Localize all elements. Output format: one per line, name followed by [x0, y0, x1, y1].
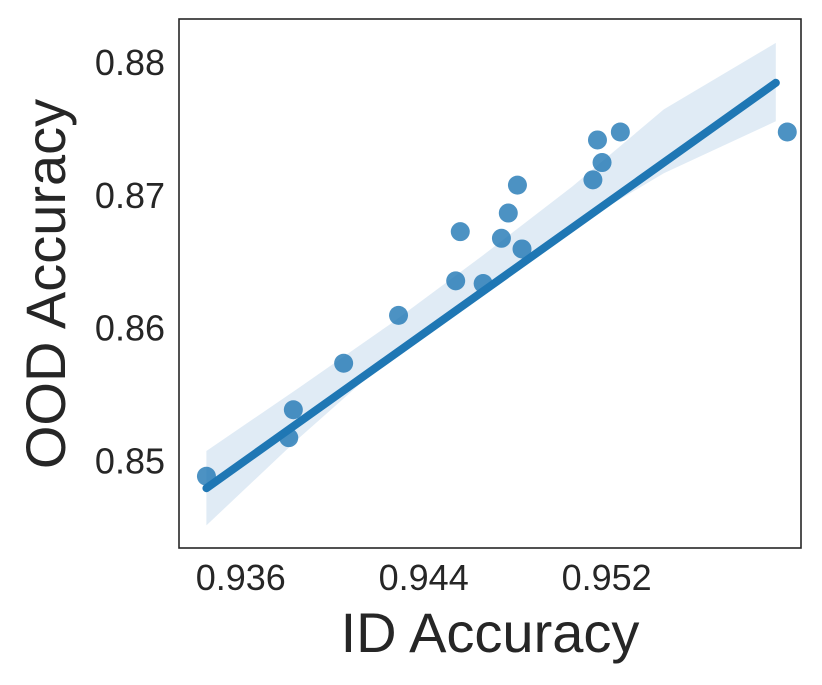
data-point	[450, 222, 470, 242]
data-point	[283, 400, 303, 420]
data-point	[583, 170, 603, 190]
data-point	[196, 466, 216, 486]
data-point	[491, 228, 511, 248]
data-point	[473, 274, 493, 293]
scatter-points-layer	[196, 122, 797, 486]
plot-frame	[178, 18, 802, 549]
data-point	[507, 175, 527, 195]
x-tick-labels: 0.936 0.944 0.952	[196, 557, 652, 598]
data-point	[446, 271, 466, 291]
y-tick-label: 0.86	[95, 308, 165, 349]
y-tick-label: 0.87	[95, 175, 165, 216]
y-tick-label: 0.85	[95, 441, 165, 482]
data-point	[777, 122, 797, 142]
confidence-band	[206, 42, 776, 526]
x-tick-label: 0.936	[196, 557, 286, 598]
confidence-band-layer	[206, 42, 776, 526]
data-point	[279, 428, 299, 448]
data-point	[592, 153, 612, 173]
data-point	[498, 203, 518, 223]
data-point	[610, 122, 630, 142]
data-point	[512, 239, 532, 259]
y-axis-label: OOD Accuracy	[14, 99, 77, 469]
x-tick-label: 0.944	[379, 557, 469, 598]
data-point	[587, 130, 607, 150]
data-point	[389, 305, 409, 325]
y-tick-labels: 0.85 0.86 0.87 0.88	[95, 42, 165, 482]
data-point	[334, 353, 354, 373]
y-tick-label: 0.88	[95, 42, 165, 83]
x-tick-label: 0.952	[562, 557, 652, 598]
x-axis-label: ID Accuracy	[341, 601, 640, 664]
